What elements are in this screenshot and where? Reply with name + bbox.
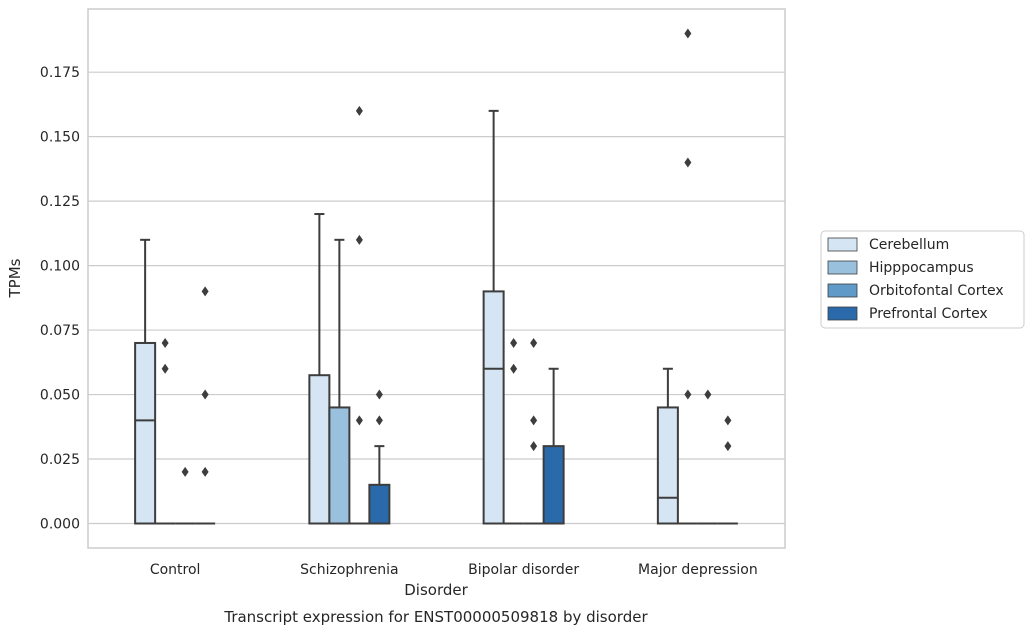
box-0-1 bbox=[308, 213, 331, 525]
outlier-point bbox=[530, 441, 538, 452]
box-body bbox=[308, 374, 331, 525]
y-axis-label: TPMs bbox=[6, 258, 24, 298]
outlier-point bbox=[161, 363, 169, 374]
y-tick-label: 0.025 bbox=[40, 452, 80, 468]
outlier-point bbox=[355, 105, 363, 116]
box-2-0 bbox=[175, 466, 196, 525]
y-tick-label: 0.125 bbox=[40, 194, 80, 210]
box-3-1 bbox=[368, 389, 391, 525]
grid-lines bbox=[88, 71, 785, 525]
outlier-point bbox=[355, 234, 363, 245]
outlier-point bbox=[530, 337, 538, 348]
x-axis-ticks: Control Schizophrenia Bipolar disorder Majo… bbox=[150, 562, 758, 578]
box-1-3 bbox=[677, 28, 698, 525]
outlier-point bbox=[724, 441, 732, 452]
box-body bbox=[328, 406, 351, 525]
y-tick-label: 0.075 bbox=[40, 323, 80, 339]
box-0-3 bbox=[656, 367, 679, 525]
legend-swatch bbox=[827, 306, 858, 321]
box-3-3 bbox=[717, 415, 738, 525]
outlier-point bbox=[510, 363, 518, 374]
outlier-point bbox=[724, 415, 732, 426]
outlier-point bbox=[201, 389, 209, 400]
x-tick-label: Schizophrenia bbox=[300, 562, 398, 578]
legend-frame bbox=[820, 230, 1025, 329]
y-tick-label: 0.150 bbox=[40, 130, 80, 146]
outlier-point bbox=[530, 415, 538, 426]
plot-frame bbox=[87, 8, 786, 549]
box-1-1 bbox=[328, 238, 351, 525]
legend-swatch bbox=[827, 283, 858, 298]
outlier-point bbox=[375, 389, 383, 400]
legend-label: Cerebellum bbox=[869, 237, 949, 253]
y-tick-label: 0.100 bbox=[40, 259, 80, 275]
outlier-point bbox=[161, 337, 169, 348]
outlier-point bbox=[355, 415, 363, 426]
outlier-point bbox=[704, 389, 712, 400]
box-3-0 bbox=[195, 286, 216, 525]
box-1-2 bbox=[503, 337, 524, 525]
x-tick-label: Control bbox=[150, 562, 201, 578]
y-tick-label: 0.050 bbox=[40, 388, 80, 404]
legend: Cerebellum Hipppocampus Orbitofontal Corte… bbox=[820, 230, 1025, 329]
box-layer bbox=[134, 28, 738, 525]
box-3-2 bbox=[542, 367, 565, 525]
x-tick-label: Major depression bbox=[638, 562, 758, 578]
chart-caption: Transcript expression for ENST0000050981… bbox=[223, 608, 648, 626]
box-body bbox=[482, 290, 505, 525]
box-0-2 bbox=[482, 109, 505, 525]
box-0-0 bbox=[134, 238, 157, 525]
y-tick-label: 0.175 bbox=[40, 65, 80, 81]
outlier-point bbox=[201, 286, 209, 297]
legend-label: Hipppocampus bbox=[869, 260, 974, 276]
x-tick-label: Bipolar disorder bbox=[468, 562, 579, 578]
box-body bbox=[656, 406, 679, 525]
legend-label: Orbitofontal Cortex bbox=[869, 283, 1004, 299]
legend-label: Prefrontal Cortex bbox=[869, 306, 988, 322]
box-2-1 bbox=[349, 105, 370, 525]
box-body bbox=[542, 445, 565, 525]
y-axis-ticks: 0.000 0.025 0.050 0.075 0.100 0.125 0.150 0.175 bbox=[40, 65, 80, 532]
box-1-0 bbox=[155, 337, 176, 525]
box-body bbox=[134, 341, 157, 525]
outlier-point bbox=[510, 337, 518, 348]
outlier-point bbox=[201, 466, 209, 477]
legend-swatch bbox=[827, 237, 858, 252]
outlier-point bbox=[684, 28, 692, 39]
box-2-3 bbox=[697, 389, 718, 525]
outlier-point bbox=[375, 415, 383, 426]
box-2-2 bbox=[523, 337, 544, 525]
outlier-point bbox=[684, 389, 692, 400]
outlier-point bbox=[181, 466, 189, 477]
box-body bbox=[368, 483, 391, 525]
legend-swatch bbox=[827, 260, 858, 275]
x-axis-label: Disorder bbox=[404, 581, 468, 599]
outlier-point bbox=[684, 157, 692, 168]
y-tick-label: 0.000 bbox=[40, 517, 80, 533]
